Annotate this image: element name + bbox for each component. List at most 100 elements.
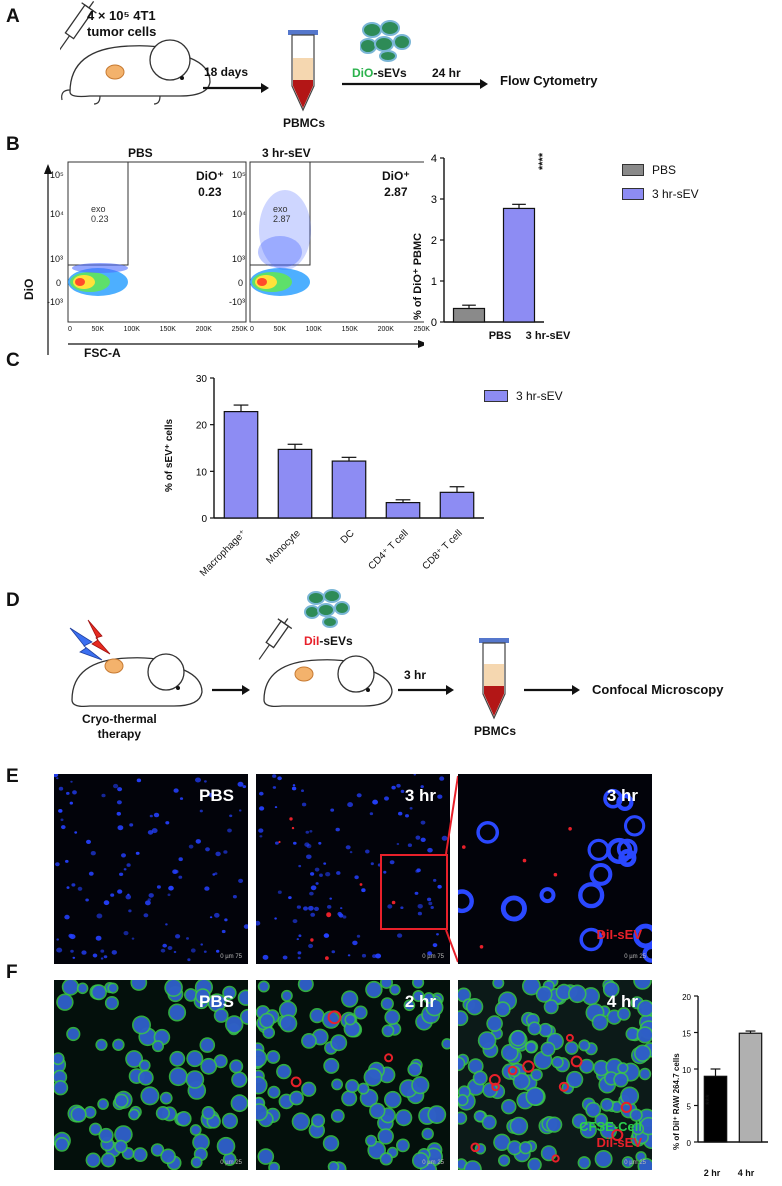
nucleus xyxy=(129,1110,139,1119)
nucleus xyxy=(66,886,70,889)
nucleus xyxy=(427,897,432,902)
nucleus xyxy=(458,989,470,1001)
nucleus xyxy=(142,1088,158,1104)
nucleus xyxy=(345,845,351,850)
nucleus xyxy=(277,890,282,894)
y-tick: 10⁴ xyxy=(50,209,64,219)
nucleus xyxy=(169,1005,185,1020)
nucleus xyxy=(366,1136,376,1146)
nucleus xyxy=(92,953,98,958)
nucleus xyxy=(526,1042,536,1052)
nucleus xyxy=(427,951,432,956)
x-tick-label: 4 hr xyxy=(737,1168,755,1178)
nucleus xyxy=(439,776,445,781)
x-tick-label: Macrophage⁺ xyxy=(197,528,249,579)
nucleus xyxy=(85,1107,95,1117)
nucleus xyxy=(301,789,304,792)
nucleus xyxy=(78,984,87,993)
nucleus xyxy=(200,943,203,946)
nucleus xyxy=(342,1091,356,1105)
nucleus xyxy=(224,918,228,922)
nucleus xyxy=(520,1142,531,1153)
nucleus xyxy=(57,995,72,1010)
nucleus xyxy=(545,1000,558,1013)
nucleus xyxy=(151,828,158,834)
y-tick: -10³ xyxy=(47,297,64,307)
image-label: PBS xyxy=(199,992,234,1011)
nucleus xyxy=(579,1157,590,1168)
legend-c: 3 hr-sEV xyxy=(484,389,563,403)
nucleus xyxy=(458,889,474,914)
nucleus xyxy=(132,980,146,990)
nucleus xyxy=(396,842,400,846)
density-cloud xyxy=(250,190,311,296)
nucleus xyxy=(640,1069,650,1079)
image-label: 3 hr xyxy=(404,786,436,805)
nucleus xyxy=(311,1009,324,1022)
nucleus xyxy=(379,1129,393,1143)
nucleus xyxy=(161,1150,175,1163)
nucleus xyxy=(417,904,423,909)
nucleus xyxy=(529,1023,540,1034)
cell-layer xyxy=(54,980,248,1170)
nucleus xyxy=(409,1063,421,1076)
nucleus xyxy=(304,842,310,847)
legend-item: 3 hr-sEV xyxy=(622,187,699,201)
nucleus xyxy=(195,777,201,783)
nucleus xyxy=(310,872,315,876)
x-axis-label: FSC-A xyxy=(84,346,121,360)
nucleus xyxy=(458,1113,466,1124)
nucleus xyxy=(365,849,370,854)
legend-swatch xyxy=(622,188,644,200)
nucleus xyxy=(292,784,296,787)
therapy-label: Cryo-thermal therapy xyxy=(82,712,157,741)
sev-signal xyxy=(568,827,572,831)
micrograph-e-pbs: PBS 0 µm 75 xyxy=(54,774,248,964)
nucleus xyxy=(355,1007,366,1018)
nucleus xyxy=(153,812,160,818)
nucleus xyxy=(296,905,301,909)
nucleus xyxy=(140,1061,149,1070)
nucleus xyxy=(359,1084,368,1093)
nucleus xyxy=(529,1159,541,1170)
scale-bar: 0 µm 25 xyxy=(624,1160,646,1166)
nucleus xyxy=(383,1026,393,1036)
nucleus xyxy=(173,788,179,793)
stain-label-dii: DiI-sEV xyxy=(596,1135,642,1150)
days-label: 18 days xyxy=(204,65,249,79)
nucleus xyxy=(627,1028,638,1040)
nucleus xyxy=(54,1053,63,1064)
nucleus xyxy=(56,777,59,780)
nucleus xyxy=(499,1156,509,1165)
nucleus xyxy=(633,1124,643,1134)
nucleus xyxy=(502,1045,517,1060)
nucleus xyxy=(256,920,261,926)
stain-label: DiI-sEV xyxy=(596,927,642,942)
nucleus xyxy=(297,951,302,955)
nucleus xyxy=(71,883,76,887)
nucleus xyxy=(277,1065,290,1078)
y-axis-label: DiO xyxy=(22,278,36,300)
nucleus xyxy=(361,953,367,958)
nucleus xyxy=(259,982,269,991)
nucleus xyxy=(335,827,340,832)
significance-marker: *** xyxy=(704,1094,714,1105)
nucleus xyxy=(407,843,412,847)
nucleus xyxy=(618,1063,627,1073)
arrow-icon xyxy=(342,79,488,89)
sev-signal xyxy=(491,1082,500,1092)
nucleus xyxy=(324,1059,338,1073)
nucleus xyxy=(354,875,359,880)
nucleus xyxy=(147,830,154,835)
mouse-icon xyxy=(61,39,211,105)
nucleus xyxy=(256,1104,267,1120)
nucleus xyxy=(280,1002,296,1018)
y-tick: 10³ xyxy=(232,254,246,264)
nucleus xyxy=(309,891,314,896)
nucleus xyxy=(113,783,119,789)
x-tick-label: DC xyxy=(338,528,357,546)
nucleus xyxy=(56,947,63,953)
y-tick: 0 xyxy=(56,278,62,288)
nucleus xyxy=(241,1010,248,1024)
nucleus xyxy=(642,944,652,963)
